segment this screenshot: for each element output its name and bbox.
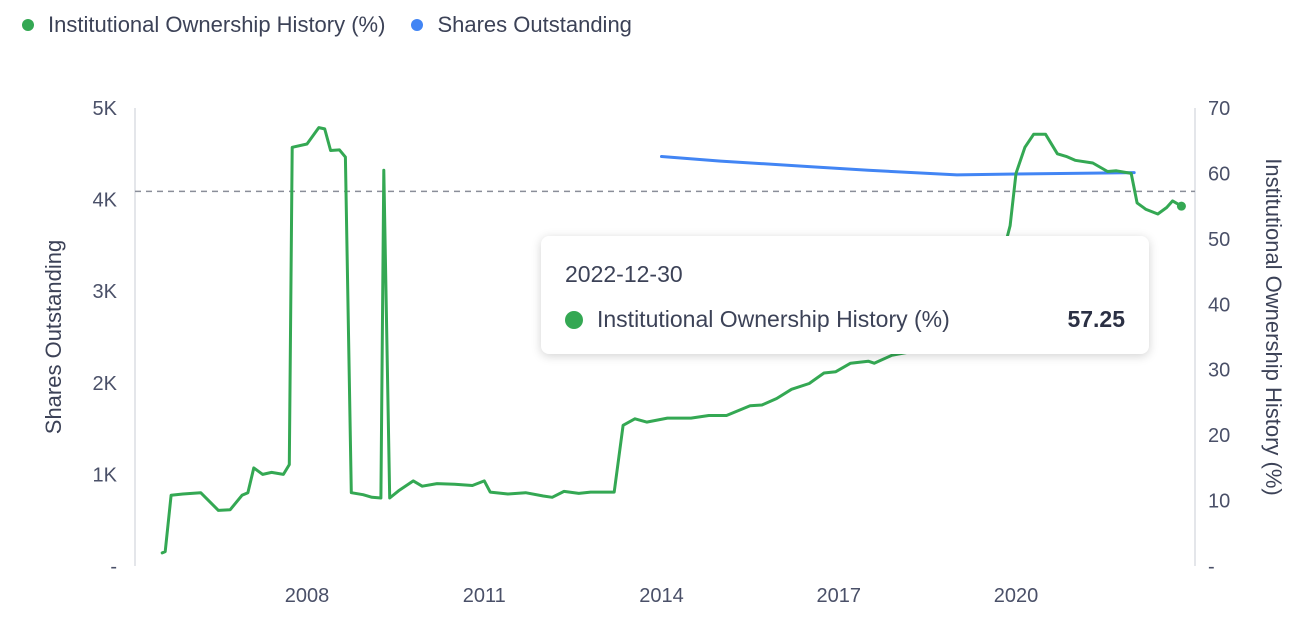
right-tick-label: 40	[1208, 294, 1230, 316]
series-line-institutional-ownership-history	[160, 126, 1183, 555]
chart-tooltip: 2022-12-30 Institutional Ownership Histo…	[541, 236, 1149, 354]
series-end-point-institutional-ownership-history	[1176, 201, 1186, 211]
legend-item-institutional-ownership[interactable]: Institutional Ownership History (%)	[22, 12, 385, 38]
left-tick-label: 1K	[93, 464, 118, 486]
legend-label-institutional-ownership: Institutional Ownership History (%)	[48, 12, 386, 37]
legend-item-shares-outstanding[interactable]: Shares Outstanding	[411, 12, 632, 38]
left-tick-label: 3K	[93, 281, 118, 303]
legend-dot-institutional-ownership	[22, 19, 34, 31]
tooltip-series-dot	[565, 310, 583, 329]
right-tick-label: -	[1208, 556, 1215, 578]
x-tick-label: 2020	[994, 585, 1039, 607]
x-tick-label: 2014	[639, 585, 684, 607]
right-tick-label: 30	[1208, 360, 1230, 382]
right-tick-label: 60	[1208, 163, 1230, 185]
tooltip-series-value: 57.25	[1067, 306, 1125, 332]
legend-dot-shares-outstanding	[411, 19, 424, 31]
right-tick-label: 20	[1208, 425, 1230, 447]
left-tick-label: 5K	[93, 98, 118, 120]
right-tick-label: 70	[1208, 98, 1230, 120]
right-tick-label: 50	[1208, 229, 1230, 251]
x-tick-label: 2011	[463, 585, 506, 607]
left-axis-title: Shares Outstanding	[41, 240, 66, 434]
left-tick-label: 4K	[93, 190, 118, 212]
chart-legend: Institutional Ownership History (%) Shar…	[22, 12, 632, 38]
tooltip-series-label: Institutional Ownership History (%)	[597, 306, 950, 332]
left-tick-label: -	[110, 556, 117, 578]
left-tick-label: 2K	[93, 373, 118, 395]
x-tick-label: 2008	[285, 585, 330, 607]
tooltip-row: Institutional Ownership History (%) 57.2…	[565, 306, 1125, 333]
right-tick-label: 10	[1208, 491, 1230, 513]
series-line-shares-outstanding	[660, 155, 1136, 177]
right-axis-title: Institutional Ownership History (%)	[1261, 158, 1286, 495]
x-tick-label: 2017	[817, 585, 862, 607]
legend-label-shares-outstanding: Shares Outstanding	[437, 12, 632, 37]
tooltip-date: 2022-12-30	[565, 261, 683, 287]
